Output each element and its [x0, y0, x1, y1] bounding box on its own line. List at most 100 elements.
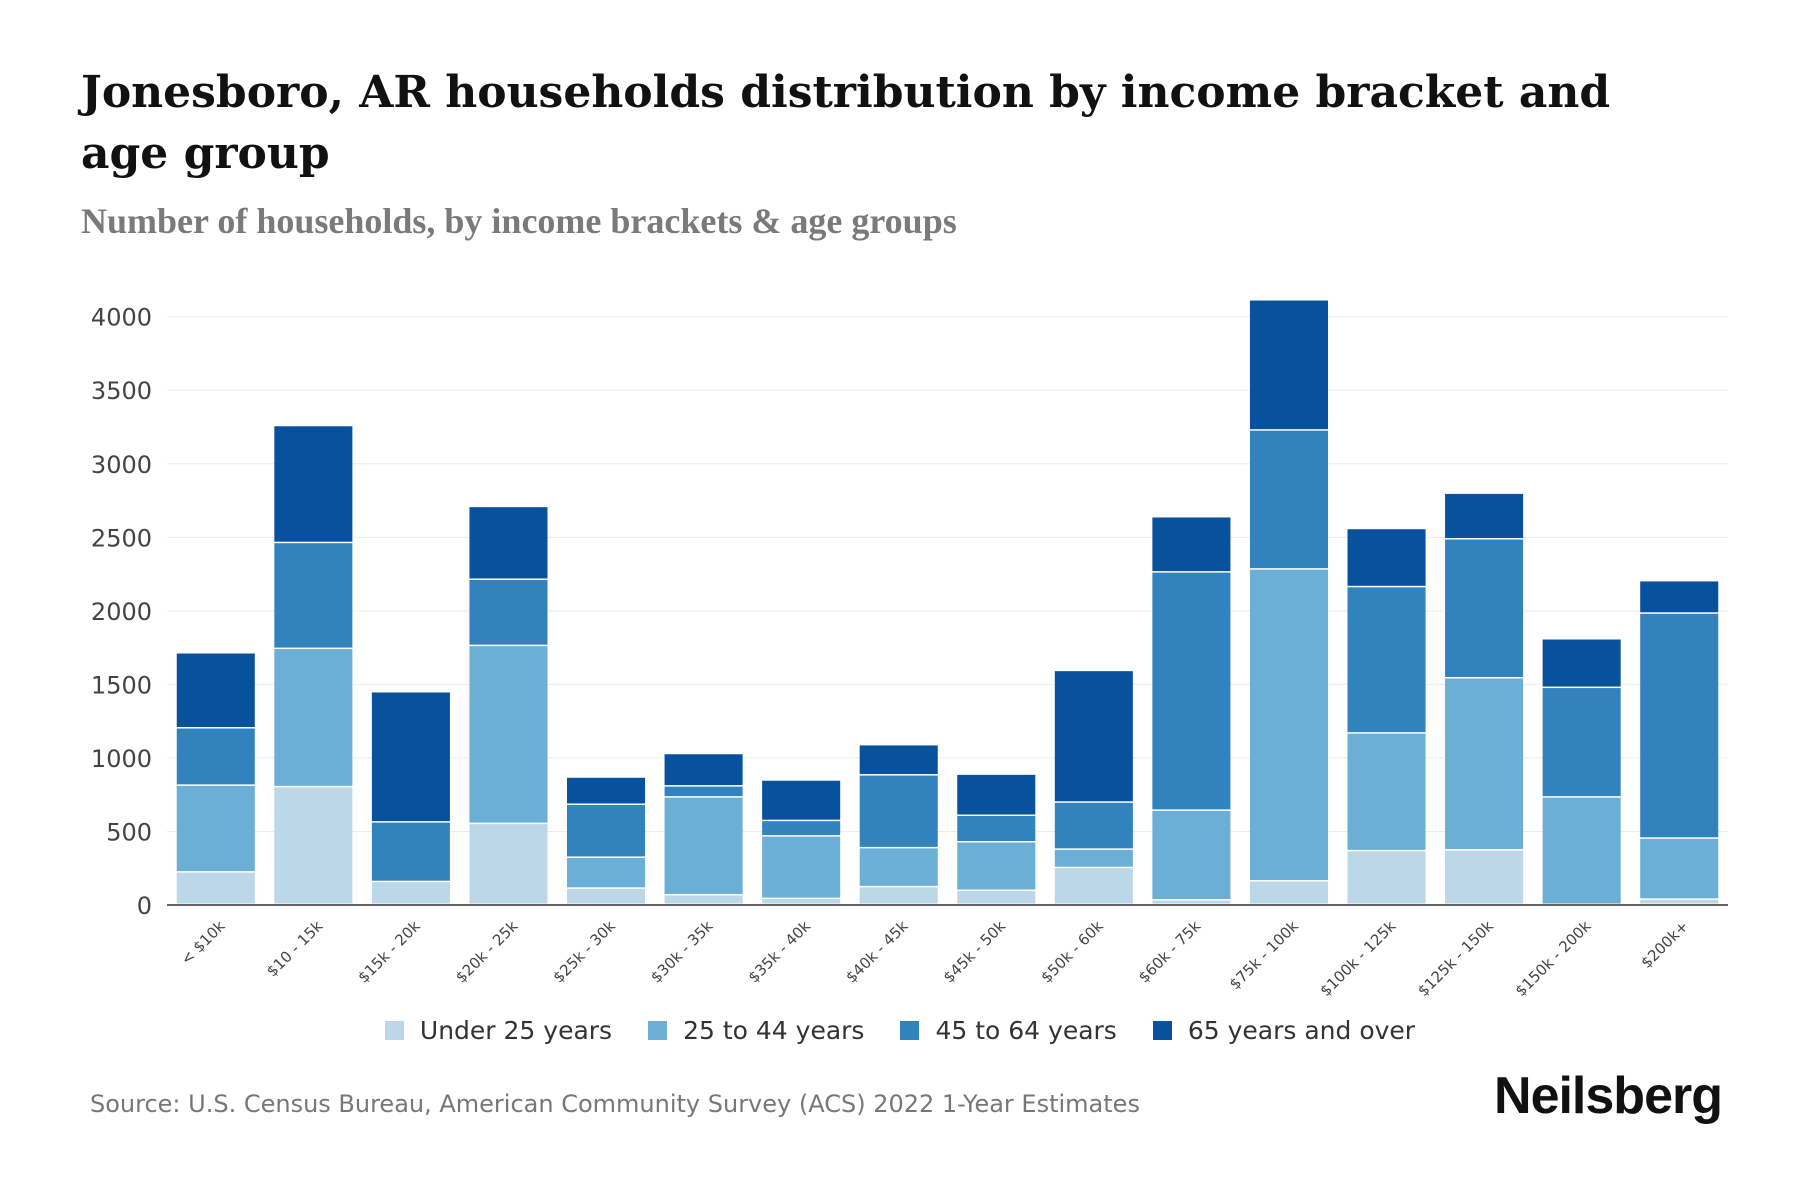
- bar-segment: [176, 728, 255, 785]
- bar-segment: [762, 821, 841, 836]
- brand-logo: Neilsberg: [1494, 1067, 1723, 1125]
- legend-item: 65 years and over: [1152, 1016, 1415, 1045]
- bar-segment: [664, 786, 743, 797]
- bar-segment: [567, 888, 646, 904]
- bar-segment: [957, 816, 1036, 841]
- bar-segment: [176, 785, 255, 872]
- x-tick-label: $50k - 60k: [1037, 917, 1107, 987]
- chart-subtitle: Number of households, by income brackets…: [81, 201, 957, 241]
- x-tick-label: $45k - 50k: [940, 917, 1010, 987]
- x-tick-label: $30k - 35k: [647, 917, 717, 987]
- bar-segment: [1054, 802, 1133, 849]
- bar-segment: [762, 836, 841, 898]
- y-tick-label: 4000: [91, 304, 152, 332]
- bar-segment: [274, 649, 353, 786]
- bars: [176, 300, 1719, 904]
- bar-segment: [469, 646, 548, 823]
- bar-segment: [567, 804, 646, 857]
- bar-segment: [1445, 850, 1524, 904]
- bar-segment: [176, 872, 255, 904]
- x-tick-label: $150k - 200k: [1512, 917, 1595, 1000]
- bar-segment: [469, 824, 548, 904]
- x-tick-label: $200k+: [1637, 917, 1692, 972]
- bar-segment: [274, 543, 353, 648]
- bar-segment: [1249, 430, 1328, 569]
- legend-swatch: [648, 1021, 668, 1040]
- x-tick-label: $100k - 125k: [1317, 917, 1400, 1000]
- legend-swatch: [1152, 1021, 1172, 1040]
- legend-item: 25 to 44 years: [648, 1016, 864, 1045]
- bar-segment: [1152, 900, 1231, 904]
- bar-segment: [664, 797, 743, 894]
- bar-segment: [1054, 671, 1133, 802]
- legend-label: 45 to 64 years: [935, 1016, 1117, 1045]
- bar-segment: [1347, 587, 1426, 733]
- bar-segment: [1249, 881, 1328, 904]
- source-note: Source: U.S. Census Bureau, American Com…: [90, 1090, 1140, 1118]
- bar-segment: [1640, 899, 1719, 904]
- x-tick-label: $20k - 25k: [452, 917, 522, 987]
- bar-segment: [957, 842, 1036, 890]
- bar-segment: [1152, 517, 1231, 572]
- y-tick-label: 2000: [91, 598, 152, 626]
- bar-segment: [859, 775, 938, 847]
- bar-segment: [1640, 613, 1719, 838]
- legend-swatch: [900, 1021, 920, 1040]
- bar-segment: [1640, 838, 1719, 899]
- bar-segment: [1347, 529, 1426, 586]
- bar-segment: [1054, 849, 1133, 867]
- stacked-bar-chart: 0 500 1000 1500 2000 2500 3000 3500 4000 < $10k $…: [91, 300, 1728, 1000]
- bar-segment: [1152, 572, 1231, 810]
- bar-segment: [567, 857, 646, 888]
- bar-segment: [371, 882, 450, 904]
- x-tick-label: $75k - 100k: [1226, 917, 1302, 993]
- chart-title: Jonesboro, AR households distribution by…: [81, 67, 1611, 179]
- y-tick-label: 1000: [91, 745, 152, 773]
- legend-swatch: [384, 1021, 404, 1040]
- x-tick-label: $40k - 45k: [842, 917, 912, 987]
- bar-segment: [664, 754, 743, 786]
- bar-segment: [957, 774, 1036, 815]
- bar-segment: [1347, 851, 1426, 904]
- bar-segment: [1347, 733, 1426, 850]
- legend: Under 25 years 25 to 44 years 45 to 64 yea…: [0, 1016, 1800, 1045]
- bar-segment: [1542, 639, 1621, 687]
- bar-segment: [371, 692, 450, 822]
- bar-segment: [762, 899, 841, 904]
- bar-segment: [1445, 539, 1524, 678]
- bar-segment: [567, 777, 646, 804]
- bar-segment: [274, 787, 353, 904]
- bar-segment: [664, 895, 743, 904]
- bar-segment: [859, 745, 938, 775]
- bar-segment: [176, 653, 255, 728]
- x-tick-label: < $10k: [177, 917, 229, 969]
- legend-item: Under 25 years: [384, 1016, 612, 1045]
- bar-segment: [469, 579, 548, 645]
- bar-segment: [371, 822, 450, 881]
- x-tick-label: $25k - 30k: [550, 917, 620, 987]
- bar-segment: [1249, 569, 1328, 880]
- bar-segment: [1542, 688, 1621, 797]
- legend-label: 25 to 44 years: [683, 1016, 865, 1045]
- bar-segment: [1249, 300, 1328, 430]
- bar-segment: [1542, 797, 1621, 904]
- bar-segment: [762, 780, 841, 820]
- bar-segment: [469, 507, 548, 579]
- bar-segment: [274, 426, 353, 542]
- y-tick-label: 1500: [91, 671, 152, 699]
- y-tick-label: 3000: [91, 451, 152, 479]
- x-tick-label: $35k - 40k: [745, 917, 815, 987]
- bar-segment: [1445, 678, 1524, 850]
- x-axis-ticks: < $10k $10 - 15k $15k - 20k $20k - 25k $25k …: [177, 917, 1692, 1000]
- bar-segment: [859, 848, 938, 886]
- bar-segment: [1152, 810, 1231, 900]
- x-tick-label: $60k - 75k: [1135, 917, 1205, 987]
- bar-segment: [1445, 493, 1524, 539]
- y-tick-label: 500: [106, 818, 152, 846]
- y-tick-label: 2500: [91, 524, 152, 552]
- bar-segment: [859, 887, 938, 904]
- x-tick-label: $15k - 20k: [354, 917, 424, 987]
- y-tick-label: 0: [137, 892, 152, 920]
- y-axis-ticks: 0 500 1000 1500 2000 2500 3000 3500 4000: [91, 304, 152, 920]
- bar-segment: [1640, 581, 1719, 613]
